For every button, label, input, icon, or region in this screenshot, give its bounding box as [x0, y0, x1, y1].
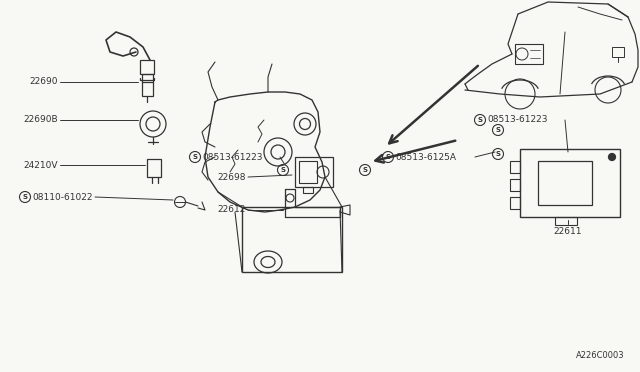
Text: S: S [193, 154, 198, 160]
Text: S: S [362, 167, 367, 173]
Bar [538, 161, 592, 205]
Text: A226C0003: A226C0003 [577, 351, 625, 360]
Text: 22611: 22611 [554, 227, 582, 236]
Text: 24210V: 24210V [24, 160, 58, 170]
Text: 22690B: 22690B [24, 115, 58, 125]
Bar [147, 159, 161, 177]
Text: 08110-61022: 08110-61022 [32, 192, 93, 202]
Text: S: S [22, 194, 28, 200]
Bar [555, 217, 577, 225]
Bar [295, 157, 333, 187]
Bar [515, 44, 543, 64]
Bar [303, 187, 313, 193]
Text: 22690: 22690 [29, 77, 58, 87]
Text: 08513-61223: 08513-61223 [487, 115, 547, 125]
Text: S: S [385, 154, 390, 160]
Bar [510, 197, 520, 209]
Bar [242, 207, 342, 272]
Bar [140, 60, 154, 74]
Bar [299, 161, 317, 183]
Text: S: S [477, 117, 483, 123]
Bar [142, 74, 153, 96]
Text: 08513-6125A: 08513-6125A [395, 153, 456, 161]
Text: S: S [495, 127, 500, 133]
Text: 22612: 22612 [218, 205, 246, 215]
Text: S: S [495, 151, 500, 157]
Text: S: S [280, 167, 285, 173]
Bar [510, 179, 520, 191]
Bar [612, 47, 624, 57]
Bar [510, 161, 520, 173]
Bar [520, 149, 620, 217]
Text: 08513-61223: 08513-61223 [202, 153, 262, 161]
Text: 22698: 22698 [218, 173, 246, 182]
Circle shape [609, 154, 616, 160]
